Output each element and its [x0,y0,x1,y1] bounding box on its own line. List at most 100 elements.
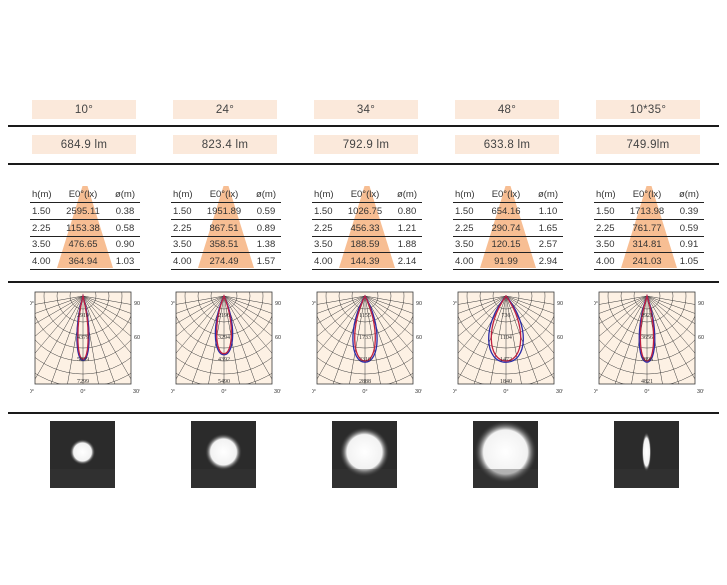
axis-label-bottom-left: -30° [312,389,316,395]
table-rule [171,252,281,253]
polar-value-label: 4392 [218,357,230,363]
table-rule [312,268,422,270]
light-cone-shape [57,186,113,268]
polar-spoke [317,295,366,337]
cell-height: 3.50 [314,239,333,250]
axis-label-left: -90° [171,301,175,307]
header-diameter: ø(m) [114,189,136,200]
beam-spot-shape [474,421,537,484]
table-row: 3.50 188.59 1.88 [312,237,422,252]
polar-value-label: 2919 [77,313,89,319]
axis-label-bottom-right: 30° [274,389,281,395]
polar-spoke [317,295,366,354]
cell-illuminance: 364.94 [68,255,98,267]
axis-label-right: 90° [557,301,563,307]
cell-height: 1.50 [173,206,192,217]
header-diameter: ø(m) [678,189,700,200]
cell-illuminance: 1713.98 [629,206,665,217]
polar-spoke [364,295,413,314]
cell-diameter: 0.90 [115,239,135,250]
cell-height: 1.50 [32,206,51,217]
polar-spoke [223,295,272,325]
illuminance-table: h(m) E0°(lx) ø(m) 1.50 1951.89 0.59 2.25 867.51… [171,186,281,270]
polar-diagram: 2921 3656 2896 4821 -90° 90° 60° -30° 0° 30° [594,291,704,395]
table-row: 4.00 364.94 1.03 [30,254,140,269]
cell-illuminance: 456.33 [350,222,380,234]
light-cone [621,186,677,268]
polar-value-label: 2896 [641,357,653,363]
polar-spoke [646,295,695,314]
table-rule [30,268,140,270]
polar-spoke [35,295,84,380]
cell-illuminance: 1951.89 [206,206,242,217]
polar-spoke [191,295,225,384]
cell-illuminance: 290.74 [491,222,521,234]
polar-spoke [505,295,539,384]
axis-label-bottom-left: -30° [594,389,598,395]
table-rule [30,252,140,253]
cell-illuminance: 654.16 [491,206,521,217]
polar-spoke [458,295,507,337]
intensity-curve-c90 [354,294,376,362]
cell-height: 4.00 [596,255,615,267]
table-rule [453,252,563,253]
beam-floor [614,469,679,488]
cell-diameter: 0.39 [679,206,699,217]
cell-diameter: 1.05 [679,255,699,267]
axis-label-bottom-right: 30° [697,389,704,395]
cell-illuminance: 91.99 [494,255,518,267]
axis-label-right: 90° [275,301,281,307]
polar-spoke [317,295,366,314]
lumen-label: 633.8 lm [455,135,559,154]
cell-diameter: 1.57 [256,255,276,267]
polar-spoke [505,295,554,305]
polar-value-label: 1155 [359,313,371,319]
light-cone [198,186,254,268]
beam-spot [50,439,115,488]
polar-value-label: 1840 [500,379,512,385]
cell-height: 3.50 [596,239,615,250]
table-rule [594,219,704,220]
axis-label-mid: 60° [134,335,140,341]
polar-value-label: 1472 [500,357,512,363]
spec-column: 24° 823.4 lm h(m) E0°(lx) ø(m) 1.50 1951.89 0.5… [171,0,281,585]
polar-value-label: 5490 [218,379,230,385]
cell-diameter: 1.88 [397,239,417,250]
lumen-label: 749.9lm [596,135,700,154]
axis-label-bottom-right: 30° [415,389,422,395]
cell-height: 4.00 [173,255,192,267]
cell-height: 2.25 [173,222,192,234]
polar-spoke [317,295,366,305]
polar-spoke [364,295,413,354]
beam-spot-shape [339,427,390,477]
intensity-curve-c90 [216,294,232,355]
axis-label-bottom-left: -30° [453,389,457,395]
illuminance-table: h(m) E0°(lx) ø(m) 1.50 1713.98 0.39 2.25 761.77… [594,186,704,270]
polar-spoke [176,295,225,314]
polar-value-label: 4379 [77,335,89,341]
polar-spoke [505,295,554,325]
axis-label-right: 90° [134,301,140,307]
table-rule [312,252,422,253]
intensity-curve-c90 [639,293,655,362]
table-rule [453,219,563,220]
table-rule [30,202,140,203]
table-rule [594,202,704,203]
axis-label-mid: 60° [275,335,281,341]
polar-value-label: 2310 [359,357,371,363]
axis-label-mid: 60° [557,335,563,341]
beam-angle-label: 10° [32,100,136,119]
polar-value-label: 736 [502,313,511,319]
cell-illuminance: 761.77 [632,222,662,234]
polar-spoke [505,295,554,314]
polar-spoke [176,295,225,305]
polar-grid [458,292,554,384]
table-rule [171,202,281,203]
beam-spot [332,427,397,488]
header-height: h(m) [32,189,52,200]
polar-spoke [599,295,648,305]
polar-value-label: 2921 [641,313,653,319]
intensity-curve-c0 [214,294,234,356]
polar-spoke [223,295,257,384]
polar-diagram: 2196 3294 4392 5490 -90° 90° 60° -30° 0° 30° [171,291,281,395]
